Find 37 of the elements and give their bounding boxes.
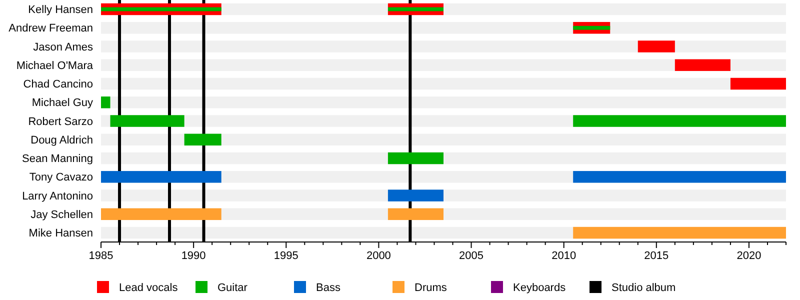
y-tick-label: Tony Cavazo (29, 172, 93, 184)
bar (184, 134, 222, 146)
bar (388, 152, 444, 164)
x-tick-label: 1990 (181, 250, 206, 262)
bar (730, 78, 786, 90)
legend-label: Bass (316, 282, 341, 294)
y-tick-label: Doug Aldrich (30, 134, 93, 146)
legend-label: Guitar (218, 282, 248, 294)
x-tick-label: 2005 (459, 250, 484, 262)
y-tick-label: Robert Sarzo (28, 116, 93, 128)
text: Studio album (612, 282, 676, 294)
bar (101, 96, 110, 108)
y-tick-label: Sean Manning (22, 153, 93, 166)
y-tick-label: Mike Hansen (28, 228, 93, 240)
bar (110, 115, 184, 127)
y-tick-label: Jason Ames (33, 41, 94, 54)
bar (674, 59, 730, 71)
bar (388, 208, 444, 220)
x-tick-label: 2020 (736, 250, 762, 262)
bar (638, 40, 675, 52)
y-tick-label: Larry Antonino (22, 190, 93, 202)
y-tick-label: Michael Guy (32, 97, 94, 110)
y-tick-label: Kelly Hansen (28, 4, 93, 16)
x-tick-label: 2000 (366, 250, 391, 262)
legend-label: Drums (414, 282, 448, 294)
y-tick-label: Andrew Freeman (8, 22, 93, 35)
x-tick-label: 2015 (644, 250, 669, 262)
bar (388, 190, 444, 202)
x-tick-label: 1985 (88, 250, 114, 262)
legend-label: Keyboards (513, 282, 566, 294)
legend-label: Lead vocals (119, 282, 178, 294)
y-tick-label: Chad Cancino (23, 78, 93, 91)
bar (101, 208, 222, 220)
y-tick-label: Michael O'Mara (16, 60, 94, 72)
x-tick-label: 2010 (552, 250, 576, 262)
y-tick-label: Jay Schellen (30, 209, 93, 221)
x-tick-label: 1995 (274, 250, 298, 262)
